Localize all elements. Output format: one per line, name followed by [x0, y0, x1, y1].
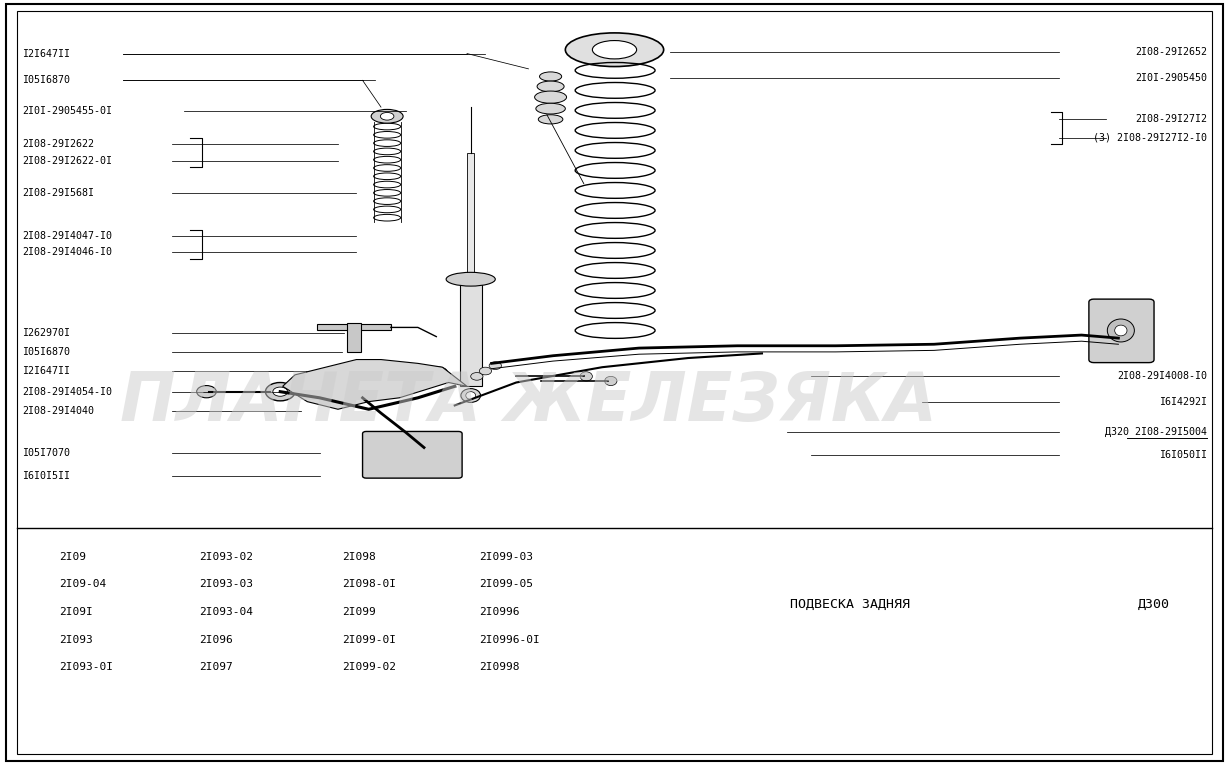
Text: 2I08-29I27I2: 2I08-29I27I2: [1134, 113, 1207, 124]
Ellipse shape: [1115, 325, 1127, 336]
Text: 2I0I-2905455-0I: 2I0I-2905455-0I: [22, 106, 112, 116]
Text: 2I09-04: 2I09-04: [59, 579, 106, 590]
Ellipse shape: [387, 447, 396, 452]
Ellipse shape: [387, 458, 396, 464]
Text: I6I4292I: I6I4292I: [1159, 396, 1207, 407]
Ellipse shape: [580, 372, 592, 381]
Ellipse shape: [461, 389, 481, 402]
Text: I6I0I5II: I6I0I5II: [22, 470, 70, 481]
Text: 2I093-0I: 2I093-0I: [59, 662, 113, 672]
FancyBboxPatch shape: [467, 153, 474, 314]
Text: I05I6870: I05I6870: [22, 75, 70, 86]
Text: 2I09I: 2I09I: [59, 607, 92, 617]
Text: 2I08-29I2652: 2I08-29I2652: [1134, 47, 1207, 57]
Text: Д320 2I08-29I5004: Д320 2I08-29I5004: [1105, 427, 1207, 438]
Text: 2I099-03: 2I099-03: [479, 552, 533, 562]
FancyBboxPatch shape: [363, 431, 462, 478]
Text: I05I6870: I05I6870: [22, 347, 70, 357]
Ellipse shape: [479, 367, 492, 375]
Text: 2I098: 2I098: [342, 552, 375, 562]
Ellipse shape: [402, 449, 422, 461]
Ellipse shape: [471, 373, 483, 380]
Text: 2I08-29I4046-I0: 2I08-29I4046-I0: [22, 247, 112, 258]
Ellipse shape: [265, 382, 295, 401]
Ellipse shape: [489, 362, 501, 369]
Ellipse shape: [592, 41, 637, 59]
Text: 2I099-0I: 2I099-0I: [342, 634, 396, 645]
FancyBboxPatch shape: [317, 324, 391, 330]
Ellipse shape: [386, 378, 396, 387]
Text: 2I097: 2I097: [199, 662, 232, 672]
Text: 2I08-29I2622: 2I08-29I2622: [22, 138, 95, 149]
Ellipse shape: [605, 376, 617, 386]
Ellipse shape: [371, 109, 403, 123]
Text: 2I098-0I: 2I098-0I: [342, 579, 396, 590]
Ellipse shape: [1107, 319, 1134, 342]
Text: 2I093-04: 2I093-04: [199, 607, 253, 617]
Text: 2I08-29I4054-I0: 2I08-29I4054-I0: [22, 386, 112, 397]
Ellipse shape: [393, 444, 430, 467]
Text: ПОДВЕСКА ЗАДНЯЯ: ПОДВЕСКА ЗАДНЯЯ: [790, 598, 911, 610]
Ellipse shape: [446, 272, 495, 286]
Ellipse shape: [376, 376, 406, 389]
Text: 2I08-29I568I: 2I08-29I568I: [22, 187, 95, 198]
Text: I262970I: I262970I: [22, 327, 70, 338]
Text: 2I0996-0I: 2I0996-0I: [479, 634, 540, 645]
Ellipse shape: [536, 103, 565, 114]
FancyBboxPatch shape: [460, 275, 482, 386]
Text: 2I0I-2905450: 2I0I-2905450: [1134, 73, 1207, 83]
Ellipse shape: [466, 392, 476, 399]
Ellipse shape: [538, 115, 563, 124]
Text: Д300: Д300: [1138, 598, 1170, 610]
Text: 2I093: 2I093: [59, 634, 92, 645]
Text: 2I08-29I4040: 2I08-29I4040: [22, 405, 95, 416]
Text: (3) 2I08-29I27I2-I0: (3) 2I08-29I27I2-I0: [1093, 132, 1207, 143]
Ellipse shape: [433, 369, 440, 376]
Ellipse shape: [415, 461, 424, 467]
Text: 2I099-02: 2I099-02: [342, 662, 396, 672]
Text: I05I7070: I05I7070: [22, 448, 70, 458]
Text: 2I09: 2I09: [59, 552, 86, 562]
Ellipse shape: [565, 33, 664, 67]
Text: 2I0996: 2I0996: [479, 607, 520, 617]
FancyBboxPatch shape: [1089, 299, 1154, 363]
Text: 2I0998: 2I0998: [479, 662, 520, 672]
Text: 2I099: 2I099: [342, 607, 375, 617]
Ellipse shape: [535, 91, 567, 103]
Ellipse shape: [537, 81, 564, 92]
Polygon shape: [283, 360, 467, 409]
Text: 2I096: 2I096: [199, 634, 232, 645]
Ellipse shape: [433, 452, 440, 457]
Text: 2I08-29I2622-0I: 2I08-29I2622-0I: [22, 155, 112, 166]
Ellipse shape: [540, 72, 562, 81]
Ellipse shape: [406, 371, 430, 382]
Text: I6I050II: I6I050II: [1159, 450, 1207, 461]
Ellipse shape: [413, 373, 422, 380]
Ellipse shape: [425, 366, 447, 377]
Text: I2I647II: I2I647II: [22, 48, 70, 59]
Text: ПЛАНЕТА ЖЕЛЕЗЯКА: ПЛАНЕТА ЖЕЛЕЗЯКА: [120, 369, 936, 435]
Ellipse shape: [273, 387, 288, 396]
Ellipse shape: [415, 444, 424, 449]
Text: 2I099-05: 2I099-05: [479, 579, 533, 590]
Text: 2I093-03: 2I093-03: [199, 579, 253, 590]
Ellipse shape: [197, 386, 216, 398]
Ellipse shape: [380, 112, 393, 120]
FancyBboxPatch shape: [347, 323, 361, 352]
Text: I2I647II: I2I647II: [22, 366, 70, 376]
Text: 2I08-29I4008-I0: 2I08-29I4008-I0: [1117, 371, 1207, 382]
Text: 2I08-29I4047-I0: 2I08-29I4047-I0: [22, 230, 112, 241]
Text: 2I093-02: 2I093-02: [199, 552, 253, 562]
